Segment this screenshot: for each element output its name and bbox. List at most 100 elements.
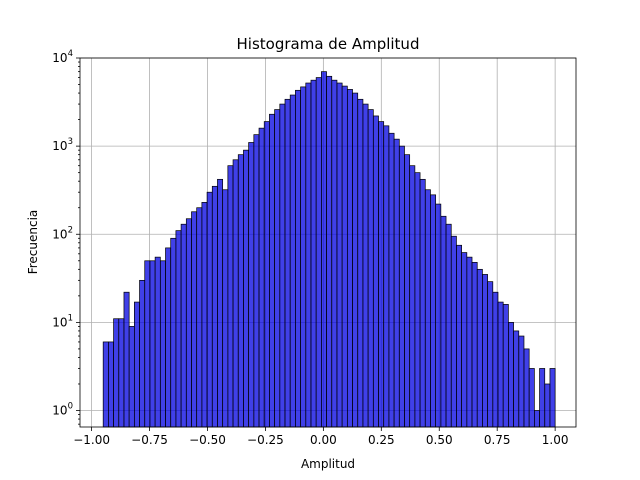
histogram-bar [352,92,359,428]
histogram-bar [232,159,239,428]
histogram-bar [133,301,140,428]
histogram-bar [123,291,130,428]
histogram-bar [456,244,462,428]
histogram-bar [404,154,411,428]
histogram-bar [185,218,192,428]
histogram-bar [419,178,426,428]
histogram-bar [430,194,437,428]
histogram-bar [191,211,198,428]
histogram-bar [378,121,385,428]
histogram-bar [118,318,125,428]
histogram-bar [201,202,208,428]
histogram-bar [534,410,540,428]
histogram-bar [154,256,161,428]
histogram-bar [165,247,172,428]
histogram-bar [315,77,322,428]
histogram-bar [206,191,213,428]
histogram-bar [372,115,379,428]
histogram-bar [196,207,203,428]
histogram-bar [139,279,146,428]
histogram-bar [149,260,156,428]
histogram-bar [518,335,525,428]
histogram-bar [331,79,338,428]
histogram-bar [513,330,520,428]
histogram-bar [175,230,182,428]
y-tick-label: 103 [52,137,73,153]
histogram-bar [274,109,281,428]
histogram-bar [321,71,327,428]
histogram-bar [346,89,353,428]
histogram-bar [211,185,218,428]
histogram-bar [269,113,275,428]
chart-title: Histograma de Amplitud [237,35,420,53]
histogram-bar [295,89,301,428]
x-tick-label: −1.00 [73,433,110,447]
histogram-bar [128,326,135,428]
histogram-bar [435,203,442,428]
x-tick-label: 1.00 [542,433,569,447]
histogram-bar [482,274,488,428]
histogram-bar [414,172,421,428]
y-tick-label: 102 [52,225,73,241]
histogram-bar [492,291,499,428]
histogram-bar [170,237,177,428]
histogram-bar [393,138,400,428]
y-axis-label: Frecuencia [26,210,40,275]
histogram-bar [310,79,317,428]
histogram-bar [243,149,249,428]
x-tick-label: −0.50 [189,433,226,447]
histogram-bar [398,145,405,428]
x-tick-label: 0.00 [310,433,337,447]
histogram-bar [362,103,369,428]
histogram-bar [357,98,364,428]
histogram-bar [544,383,551,428]
histogram-bar [445,223,452,428]
histogram-bar [326,75,333,428]
histogram-bar [409,165,416,428]
histogram-bar [341,85,348,428]
histogram-bar [144,260,151,428]
histogram-bar [113,318,120,428]
histogram-bar [159,260,166,428]
histogram-bar [523,348,530,428]
histogram-bar [284,98,291,428]
histogram-bar [476,268,483,428]
histogram-bars [102,71,556,428]
x-tick-label: 0.50 [426,433,453,447]
histogram-bar [253,134,260,428]
histogram-bar [305,82,312,428]
histogram-bar [258,127,265,428]
histogram-bar [487,281,494,428]
y-tick-label: 100 [52,402,73,418]
histogram-bar [388,132,395,428]
histogram-bar [180,223,187,428]
x-axis-label: Amplitud [301,457,355,471]
histogram-bar [383,125,390,428]
histogram-bar [108,341,114,428]
x-tick-label: −0.75 [131,433,168,447]
histogram-bar [102,341,109,428]
histogram-bar [440,215,447,428]
y-tick-label: 101 [52,313,73,329]
x-tick-label: −0.25 [247,433,284,447]
histogram-bar [497,301,504,428]
y-tick-label: 104 [52,49,73,65]
histogram-bar [289,94,296,428]
axis-ticks: −1.00 −0.75 −0.50 −0.25 0.00 0.25 0.50 0.75 1.00… [52,49,568,447]
histogram-bar [263,121,270,428]
histogram-bar [502,304,509,428]
histogram-bar [528,368,535,428]
histogram-bar [508,322,514,428]
histogram-bar [424,189,431,428]
histogram-bar [367,109,374,428]
histogram-bar [300,86,307,428]
histogram-bar [248,142,255,428]
histogram-bar [549,368,556,428]
histogram-bar [539,368,546,428]
histogram-bar [227,165,234,428]
x-tick-label: 0.25 [368,433,395,447]
histogram-bar [222,189,229,428]
histogram-bar [466,256,473,428]
histogram-bar [336,82,343,428]
